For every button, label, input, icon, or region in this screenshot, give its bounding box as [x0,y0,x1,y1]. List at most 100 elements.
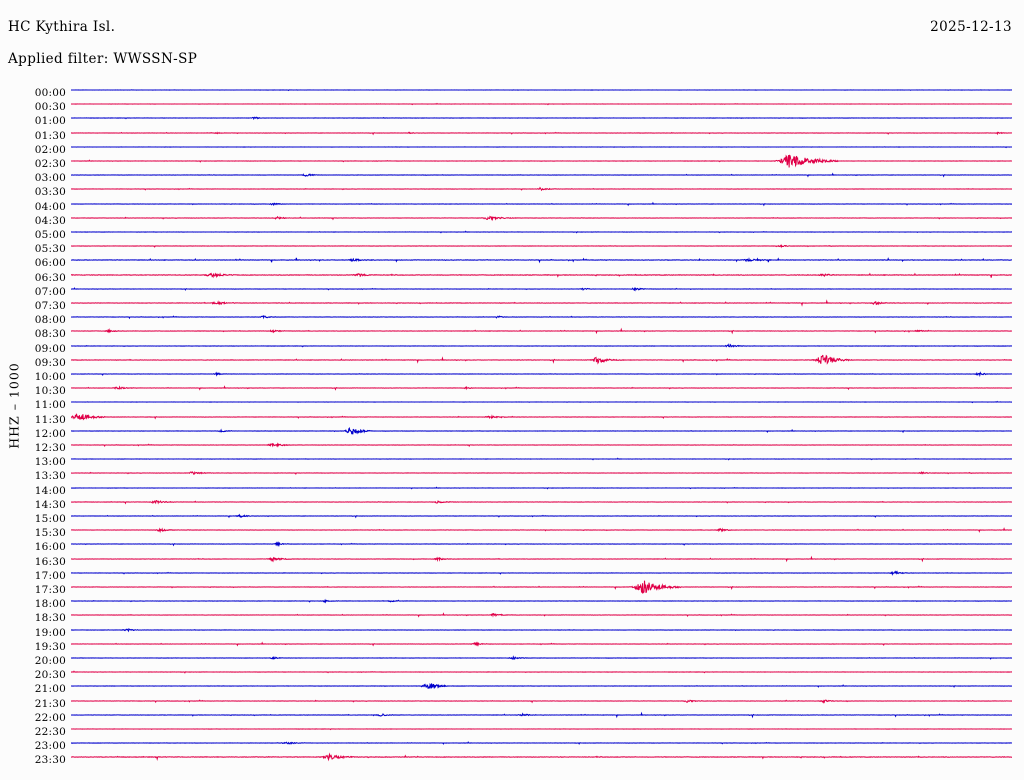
waveform-path [71,104,1012,105]
trace-waveform [71,288,1012,318]
waveform-path [71,188,1012,190]
trace-waveform [71,515,1012,545]
trace-waveform [71,345,1012,375]
waveform-path [71,288,1012,290]
trace-row: 19:00 [0,626,1024,642]
trace-row-time-label: 15:00 [34,513,66,525]
trace-row: 20:30 [0,670,1024,684]
waveform-path [71,729,1012,730]
waveform-path [71,258,1012,262]
trace-row-time-label: 00:00 [34,87,66,99]
trace-waveform [71,558,1012,588]
trace-row-time-label: 10:30 [34,385,66,398]
waveform-path [71,444,1012,446]
trace-row: 03:00 [0,173,1024,187]
trace-row-time-label: 18:00 [34,598,66,611]
trace-waveform [71,217,1012,247]
trace-row-time-label: 14:00 [34,484,66,497]
waveform-path [71,273,1012,277]
trace-row-time-label: 22:30 [34,726,66,738]
trace-waveform [71,657,1012,687]
trace-row: 04:30 [0,214,1024,230]
waveform-path [71,671,1012,672]
trace-waveform [71,714,1012,744]
waveform-path [71,700,1012,702]
trace-row: 17:00 [0,571,1024,585]
trace-row: 00:30 [0,102,1024,116]
waveform-path [71,118,1012,120]
waveform-path [71,413,1012,419]
trace-waveform [71,118,1012,148]
trace-row: 23:00 [0,741,1024,755]
waveform-path [71,529,1012,532]
waveform-path [71,174,1012,176]
waveform-path [71,203,1012,205]
trace-row: 13:00 [0,457,1024,471]
trace-row: 10:30 [0,386,1024,400]
trace-waveform [71,700,1012,730]
waveform-path [71,581,1012,593]
trace-row-time-label: 06:30 [34,271,66,284]
waveform-path [71,601,1012,603]
trace-row-time-label: 08:30 [34,328,66,341]
trace-row: 01:30 [0,130,1024,145]
helicorder-plot: 00:00 00:30 01:00 01:30 02:00 02:30 03:00 03:30… [0,80,1024,780]
trace-row-time-label: 21:00 [34,683,66,696]
waveform-path [71,571,1012,574]
waveform-path [71,216,1012,219]
trace-row: 22:00 [0,713,1024,727]
waveform-path [71,472,1012,474]
trace-waveform [71,742,1012,772]
trace-row: 16:00 [0,542,1024,556]
trace-waveform [71,600,1012,630]
waveform-path [71,316,1012,318]
trace-waveform [71,146,1012,176]
trace-row-time-label: 02:00 [34,143,66,156]
trace-row-time-label: 00:30 [34,101,66,114]
waveform-path [71,90,1012,91]
record-date: 2025-12-13 [930,19,1012,35]
trace-row-time-label: 11:00 [34,399,66,412]
trace-row-time-label: 18:30 [34,612,66,625]
trace-row: 21:30 [0,698,1024,713]
trace-row-time-label: 09:00 [34,342,66,355]
trace-waveform [71,544,1012,574]
trace-waveform [71,160,1012,190]
trace-row-time-label: 15:30 [34,527,66,540]
trace-waveform [71,260,1012,290]
waveform-path [71,428,1012,434]
waveform-path [71,614,1012,617]
trace-waveform [71,387,1012,417]
trace-waveform [71,359,1012,389]
trace-waveform [71,302,1012,332]
trace-row-time-label: 01:00 [34,115,66,128]
trace-row: 00:00 [0,88,1024,102]
trace-waveform [71,189,1012,219]
trace-row: 02:30 [0,159,1024,173]
trace-row: 21:00 [0,684,1024,698]
trace-row: 18:00 [0,599,1024,613]
trace-row-time-label: 19:30 [34,640,66,653]
trace-waveform [71,671,1012,701]
trace-waveform [71,529,1012,559]
trace-row-time-label: 13:00 [34,456,66,469]
trace-row: 08:30 [0,329,1024,343]
trace-waveform [71,174,1012,204]
trace-row-time-label: 19:00 [34,626,66,639]
trace-waveform [71,686,1012,716]
trace-row: 15:00 [0,514,1024,528]
trace-waveform [71,430,1012,460]
trace-row-time-label: 20:30 [34,669,66,682]
trace-row-time-label: 04:30 [34,214,66,227]
trace-row: 07:00 [0,286,1024,301]
trace-waveform [71,416,1012,446]
trace-row: 10:00 [0,372,1024,386]
trace-waveform [71,231,1012,261]
applied-filter-label: Applied filter: WWSSN-SP [8,51,198,67]
trace-waveform [71,402,1012,432]
waveform-path [71,147,1012,148]
trace-waveform [71,203,1012,233]
trace-waveform [71,274,1012,304]
waveform-path [71,344,1012,346]
trace-row-time-label: 04:00 [34,200,66,213]
